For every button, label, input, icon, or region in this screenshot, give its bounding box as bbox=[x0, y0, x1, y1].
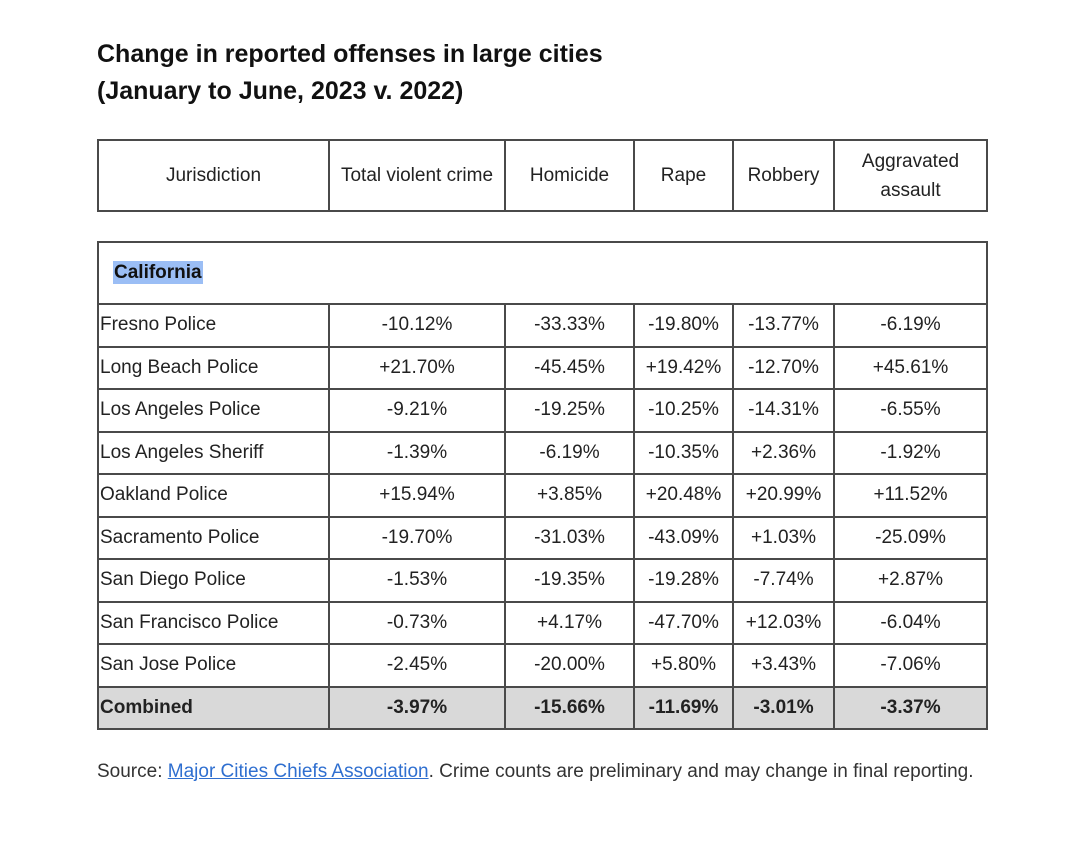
column-header-aggravated-assault: Aggravated assault bbox=[833, 139, 988, 212]
homicide-cell: +3.85% bbox=[504, 473, 635, 518]
jurisdiction-cell: San Diego Police bbox=[97, 558, 330, 603]
robbery-cell: -3.01% bbox=[732, 685, 835, 730]
state-cell: California bbox=[96, 241, 989, 305]
rape-cell: -19.28% bbox=[633, 558, 734, 603]
jurisdiction-cell: Los Angeles Sheriff bbox=[97, 430, 330, 475]
total-violent-crime-cell: -1.53% bbox=[328, 558, 506, 603]
jurisdiction-cell: San Francisco Police bbox=[97, 600, 330, 645]
title-line-1: Change in reported offenses in large cit… bbox=[97, 40, 603, 68]
aggravated-assault-cell: -7.06% bbox=[832, 643, 989, 688]
aggravated-assault-cell: -25.09% bbox=[832, 515, 989, 560]
column-header-homicide: Homicide bbox=[504, 139, 635, 212]
rape-cell: +5.80% bbox=[633, 643, 734, 688]
column-header-rape: Rape bbox=[633, 139, 734, 212]
total-violent-crime-cell: -3.97% bbox=[328, 685, 506, 730]
robbery-cell: +3.43% bbox=[732, 643, 835, 688]
table-row: Long Beach Police +21.70% -45.45% +19.42% -1… bbox=[97, 345, 989, 390]
total-violent-crime-cell: -9.21% bbox=[328, 388, 506, 433]
homicide-cell: -31.03% bbox=[504, 515, 635, 560]
state-label[interactable]: California bbox=[113, 261, 203, 284]
homicide-cell: -20.00% bbox=[504, 643, 635, 688]
source-prefix: Source: bbox=[97, 761, 168, 782]
total-violent-crime-cell: -2.45% bbox=[328, 643, 506, 688]
total-violent-crime-cell: -0.73% bbox=[328, 600, 506, 645]
table-row: Sacramento Police -19.70% -31.03% -43.09% +1… bbox=[97, 515, 989, 560]
homicide-cell: -19.25% bbox=[504, 388, 635, 433]
combined-row: Combined -3.97% -15.66% -11.69% -3.01% -3.37% bbox=[97, 685, 989, 730]
jurisdiction-cell: Fresno Police bbox=[97, 303, 330, 348]
jurisdiction-cell: Combined bbox=[97, 685, 330, 730]
jurisdiction-cell: San Jose Police bbox=[97, 643, 330, 688]
rape-cell: -11.69% bbox=[633, 685, 734, 730]
jurisdiction-cell: Oakland Police bbox=[97, 473, 330, 518]
total-violent-crime-cell: +15.94% bbox=[328, 473, 506, 518]
jurisdiction-cell: Los Angeles Police bbox=[97, 388, 330, 433]
total-violent-crime-cell: +21.70% bbox=[328, 345, 506, 390]
source-link[interactable]: Major Cities Chiefs Association bbox=[167, 761, 429, 782]
total-violent-crime-cell: -1.39% bbox=[328, 430, 506, 475]
homicide-cell: -45.45% bbox=[504, 345, 635, 390]
rape-cell: -10.35% bbox=[633, 430, 734, 475]
aggravated-assault-cell: -6.19% bbox=[832, 303, 989, 348]
table-row: Oakland Police +15.94% +3.85% +20.48% +20.99… bbox=[97, 473, 989, 518]
data-table: California Fresno Police -10.12% -33.33% -1… bbox=[96, 241, 989, 730]
table-row: San Francisco Police -0.73% +4.17% -47.70% +… bbox=[97, 600, 989, 645]
column-header-total-violent-crime: Total violent crime bbox=[328, 139, 506, 212]
column-header-table: Jurisdiction Total violent crime Homicid… bbox=[97, 139, 988, 212]
robbery-cell: -7.74% bbox=[732, 558, 835, 603]
table-row: San Diego Police -1.53% -19.35% -19.28% -7.7… bbox=[97, 558, 989, 603]
robbery-cell: -14.31% bbox=[732, 388, 835, 433]
rape-cell: -43.09% bbox=[633, 515, 734, 560]
homicide-cell: -6.19% bbox=[504, 430, 635, 475]
homicide-cell: -33.33% bbox=[504, 303, 635, 348]
table-row: Los Angeles Police -9.21% -19.25% -10.25% -1… bbox=[97, 388, 989, 433]
robbery-cell: -13.77% bbox=[732, 303, 835, 348]
aggravated-assault-cell: +2.87% bbox=[832, 558, 989, 603]
table-row: San Jose Police -2.45% -20.00% +5.80% +3.43%… bbox=[97, 643, 989, 688]
aggravated-assault-cell: -6.55% bbox=[832, 388, 989, 433]
column-header-row: Jurisdiction Total violent crime Homicid… bbox=[97, 139, 988, 212]
table-row: Fresno Police -10.12% -33.33% -19.80% -13.77… bbox=[97, 303, 989, 348]
rape-cell: +20.48% bbox=[633, 473, 734, 518]
column-header-robbery: Robbery bbox=[732, 139, 835, 212]
total-violent-crime-cell: -19.70% bbox=[328, 515, 506, 560]
rape-cell: -19.80% bbox=[633, 303, 734, 348]
column-header-jurisdiction: Jurisdiction bbox=[97, 139, 330, 212]
robbery-cell: +2.36% bbox=[732, 430, 835, 475]
source-suffix: . Crime counts are preliminary and may c… bbox=[428, 761, 974, 782]
homicide-cell: +4.17% bbox=[504, 600, 635, 645]
robbery-cell: -12.70% bbox=[732, 345, 835, 390]
rape-cell: +19.42% bbox=[633, 345, 734, 390]
rape-cell: -10.25% bbox=[633, 388, 734, 433]
state-row: California bbox=[96, 241, 989, 305]
aggravated-assault-cell: -3.37% bbox=[832, 685, 989, 730]
aggravated-assault-cell: -6.04% bbox=[832, 600, 989, 645]
robbery-cell: +20.99% bbox=[732, 473, 835, 518]
page-title: Change in reported offenses in large cit… bbox=[97, 36, 603, 110]
aggravated-assault-cell: -1.92% bbox=[832, 430, 989, 475]
total-violent-crime-cell: -10.12% bbox=[328, 303, 506, 348]
rape-cell: -47.70% bbox=[633, 600, 734, 645]
homicide-cell: -19.35% bbox=[504, 558, 635, 603]
table-row: Los Angeles Sheriff -1.39% -6.19% -10.35% +2… bbox=[97, 430, 989, 475]
aggravated-assault-cell: +45.61% bbox=[832, 345, 989, 390]
title-line-2: (January to June, 2023 v. 2022) bbox=[97, 77, 464, 105]
aggravated-assault-cell: +11.52% bbox=[832, 473, 989, 518]
data-table-body: California Fresno Police -10.12% -33.33% -1… bbox=[96, 241, 989, 730]
source-note: Source: Major Cities Chiefs Association.… bbox=[97, 757, 977, 786]
robbery-cell: +1.03% bbox=[732, 515, 835, 560]
robbery-cell: +12.03% bbox=[732, 600, 835, 645]
jurisdiction-cell: Sacramento Police bbox=[97, 515, 330, 560]
homicide-cell: -15.66% bbox=[504, 685, 635, 730]
jurisdiction-cell: Long Beach Police bbox=[97, 345, 330, 390]
